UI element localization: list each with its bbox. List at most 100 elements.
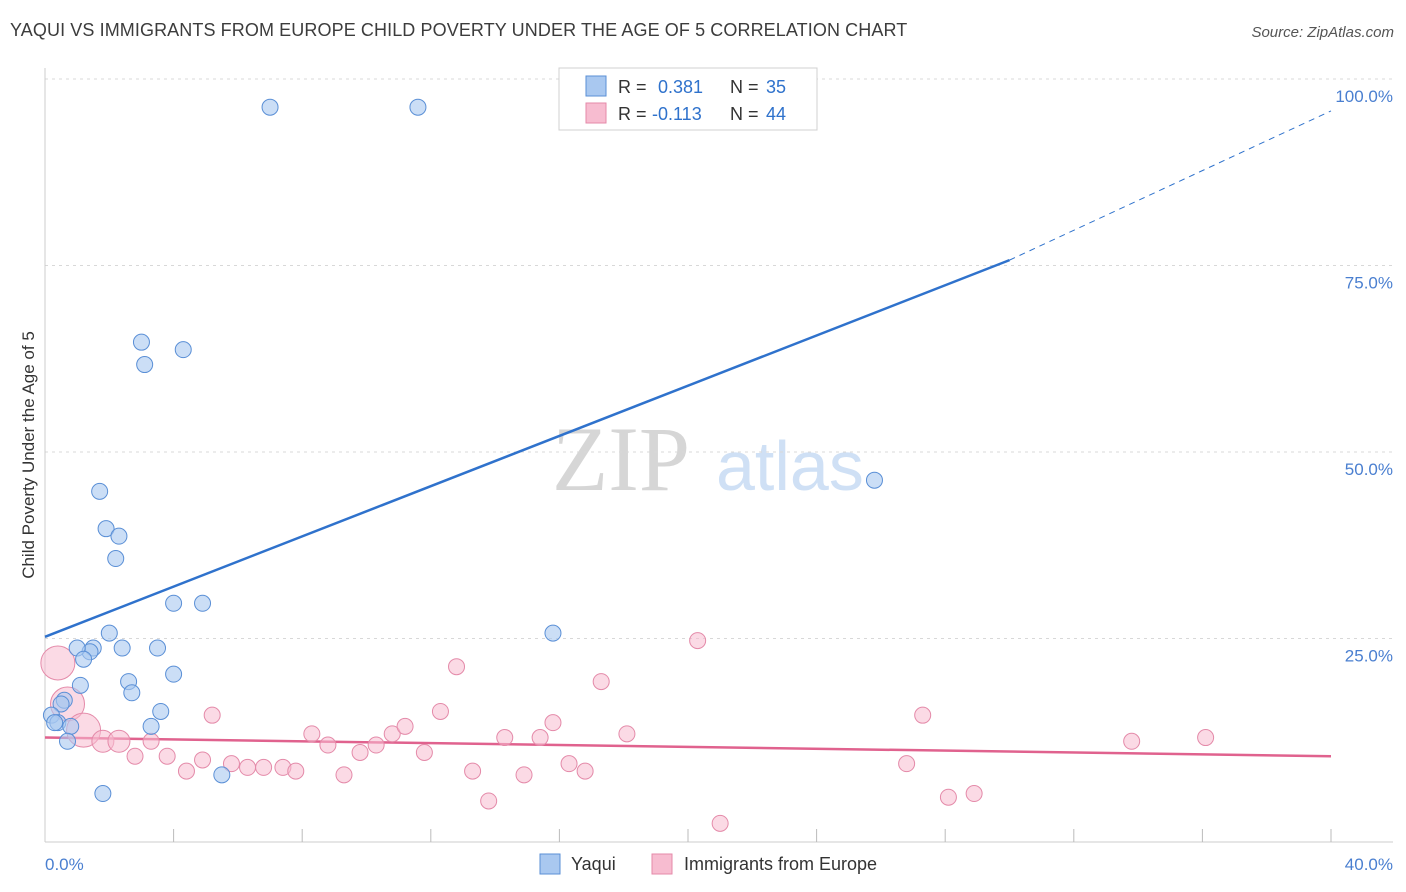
europe-point xyxy=(898,755,916,773)
europe-point xyxy=(383,725,401,743)
yaqui-point xyxy=(110,527,128,545)
yaqui-point xyxy=(142,717,160,735)
europe-point xyxy=(287,762,305,780)
yaqui-point xyxy=(194,594,212,612)
trend-line-yaqui xyxy=(44,258,1010,639)
yaqui-point xyxy=(59,732,77,750)
europe-point xyxy=(560,755,578,773)
watermark-zip: ZIP xyxy=(552,408,690,510)
yaqui-point xyxy=(136,356,154,374)
europe-point xyxy=(222,755,240,773)
europe-point xyxy=(496,729,514,747)
yaqui-point xyxy=(132,333,150,351)
yaqui-point xyxy=(71,676,89,694)
trend-line-europe xyxy=(44,736,1332,758)
europe-point xyxy=(1197,729,1215,747)
chart-title: YAQUI VS IMMIGRANTS FROM EUROPE CHILD PO… xyxy=(10,20,908,40)
y-axis-label: Child Poverty Under the Age of 5 xyxy=(19,331,38,579)
yaqui-point xyxy=(100,624,118,642)
legend-swatch-yaqui xyxy=(585,75,607,97)
europe-point xyxy=(203,706,221,724)
stats-legend: R = 0.381 N = 35 R = -0.113 N = 44 xyxy=(558,67,818,131)
watermark: ZIP atlas xyxy=(552,408,864,510)
europe-point xyxy=(303,725,321,743)
europe-point xyxy=(142,732,160,750)
europe-point xyxy=(689,632,707,650)
legend-n-label-yaqui: N = xyxy=(730,77,759,97)
europe-point xyxy=(431,702,449,720)
europe-point xyxy=(351,743,369,761)
gridlines xyxy=(45,78,1393,639)
europe-point xyxy=(939,788,957,806)
x-tick-label-start: 0.0% xyxy=(45,855,84,874)
legend-r-value-yaqui: 0.381 xyxy=(658,77,703,97)
europe-point xyxy=(194,751,212,769)
europe-point xyxy=(480,792,498,810)
y-tick-label-25: 25.0% xyxy=(1345,647,1393,666)
europe-point xyxy=(531,729,549,747)
yaqui-point xyxy=(152,702,170,720)
yaqui-point xyxy=(261,98,279,116)
europe-point xyxy=(239,758,257,776)
europe-point xyxy=(40,645,76,681)
yaqui-point xyxy=(91,482,109,500)
europe-point xyxy=(158,747,176,765)
europe-point xyxy=(107,729,131,753)
europe-point xyxy=(592,673,610,691)
yaqui-point xyxy=(213,766,231,784)
legend-r-value-europe: -0.113 xyxy=(652,104,702,124)
legend-n-value-yaqui: 35 xyxy=(766,77,786,97)
yaqui-point xyxy=(113,639,131,657)
legend-n-label-europe: N = xyxy=(730,104,759,124)
y-axis-tick-labels: 25.0% 50.0% 75.0% 100.0% xyxy=(1335,87,1393,666)
source-credit: Source: ZipAtlas.com xyxy=(1251,24,1394,41)
legend-n-value-europe: 44 xyxy=(766,104,786,124)
europe-point xyxy=(396,717,414,735)
y-tick-label-100: 100.0% xyxy=(1335,87,1393,106)
yaqui-point xyxy=(75,650,93,668)
europe-point xyxy=(126,747,144,765)
x-tick-label-end: 40.0% xyxy=(1345,855,1393,874)
y-tick-label-50: 50.0% xyxy=(1345,460,1393,479)
europe-point xyxy=(367,736,385,754)
x-axis-ticks xyxy=(173,829,1332,842)
europe-point xyxy=(914,706,932,724)
bottom-legend-swatch-europe xyxy=(651,853,673,875)
europe-point xyxy=(711,814,729,832)
watermark-atlas: atlas xyxy=(716,427,864,505)
yaqui-point xyxy=(165,665,183,683)
yaqui-point xyxy=(107,550,125,568)
trend-line-yaqui-extension xyxy=(1009,110,1332,261)
yaqui-point xyxy=(174,341,192,359)
europe-point xyxy=(618,725,636,743)
legend-r-label-yaqui: R = xyxy=(618,77,647,97)
series-legend: Yaqui Immigrants from Europe xyxy=(539,853,877,875)
europe-point xyxy=(576,762,594,780)
yaqui-point xyxy=(94,785,112,803)
europe-point xyxy=(177,762,195,780)
bottom-legend-label-europe: Immigrants from Europe xyxy=(684,854,877,874)
yaqui-point xyxy=(123,684,141,702)
yaqui-point xyxy=(46,714,64,732)
legend-r-label-europe: R = xyxy=(618,104,647,124)
europe-point xyxy=(464,762,482,780)
yaqui-point xyxy=(149,639,167,657)
europe-points xyxy=(40,632,1215,832)
yaqui-points xyxy=(42,98,883,803)
yaqui-point xyxy=(165,594,183,612)
europe-point xyxy=(255,758,273,776)
yaqui-point xyxy=(97,520,115,538)
yaqui-point xyxy=(409,98,427,116)
europe-point xyxy=(515,766,533,784)
europe-point xyxy=(335,766,353,784)
europe-point xyxy=(1123,732,1141,750)
europe-point xyxy=(544,714,562,732)
yaqui-point xyxy=(865,471,883,489)
bottom-legend-label-yaqui: Yaqui xyxy=(571,854,616,874)
legend-swatch-europe xyxy=(585,102,607,124)
europe-point xyxy=(319,736,337,754)
bottom-legend-swatch-yaqui xyxy=(539,853,561,875)
trend-lines xyxy=(44,110,1332,758)
yaqui-point xyxy=(544,624,562,642)
